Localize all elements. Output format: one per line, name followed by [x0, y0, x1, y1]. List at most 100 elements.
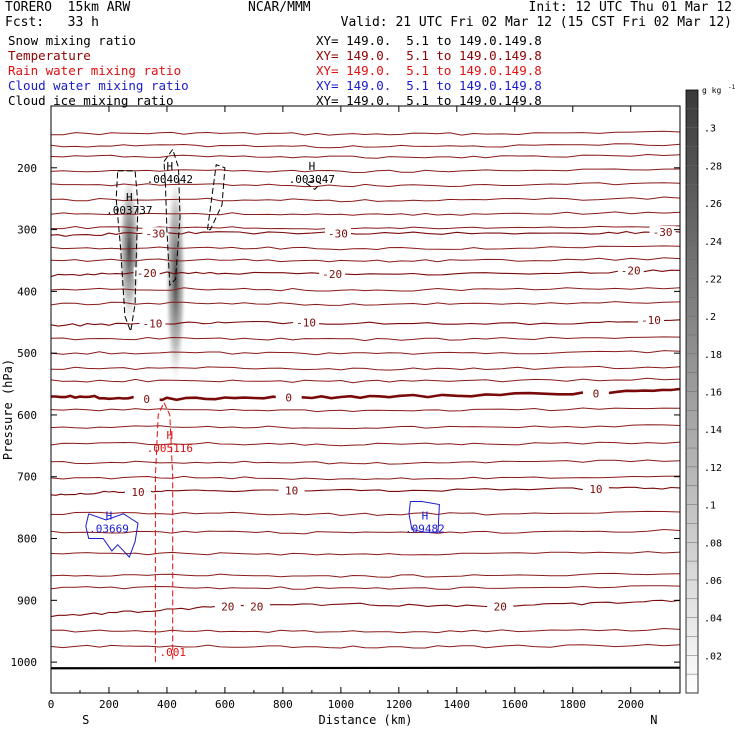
legend-rain-xy: XY= 149.0. 5.1 to 149.0.149.8	[316, 63, 542, 78]
contour-label-bg	[649, 226, 676, 239]
model-title: TORERO 15km ARW	[5, 0, 131, 15]
temperature-isotherm	[51, 365, 680, 371]
temperature-contour-label: -20	[322, 268, 342, 281]
legend-snow-xy: XY= 149.0. 5.1 to 149.0.149.8	[316, 33, 542, 48]
contour-label-bg	[487, 600, 514, 613]
temperature-isotherm	[51, 510, 680, 517]
temperature-contour-label: 20	[221, 600, 234, 613]
x-tick-label: 2000	[617, 698, 644, 711]
colorbar-tick-label: .26	[704, 199, 722, 210]
colorbar-tick-label: .3	[704, 124, 716, 135]
contour-label-bg	[139, 317, 166, 330]
cloud-water-max-label: .09482	[405, 522, 445, 535]
temperature-isotherm	[51, 441, 680, 447]
snow-max-label: .003047	[289, 173, 335, 186]
colorbar-tick-label: .06	[704, 576, 722, 587]
temperature-isotherm	[51, 551, 680, 556]
temperature-contour-label: 10	[131, 486, 144, 499]
temperature-isotherm	[51, 211, 680, 216]
extremum-marker: H	[422, 509, 429, 522]
contour-label-bg	[638, 313, 665, 326]
temperature-isotherm	[51, 643, 680, 649]
x-axis-title: Distance (km)	[319, 713, 413, 727]
colorbar-tick-label: .08	[704, 538, 722, 549]
temperature-isotherm	[51, 377, 680, 384]
y-tick-label: 600	[17, 409, 37, 422]
legend-temperature: Temperature	[8, 48, 91, 63]
temperature-contour-label: -20	[137, 267, 157, 280]
temperature-contour-label: -10	[641, 314, 661, 327]
cloud-water-max-label: .03669	[89, 522, 129, 535]
x-tick-label: 800	[273, 698, 293, 711]
y-tick-label: 800	[17, 533, 37, 546]
x-tick-label: 1000	[328, 698, 355, 711]
contour-label-bg	[582, 387, 609, 400]
temperature-contour-label: 0	[593, 387, 600, 400]
colorbar-unit: g kg	[702, 86, 721, 95]
snow-contour	[305, 179, 322, 191]
y-tick-label: 500	[17, 347, 37, 360]
contour-label-bg	[133, 392, 160, 405]
colorbar-tick-label: .12	[704, 463, 722, 474]
x-tick-label: 1200	[386, 698, 413, 711]
rain-contour	[154, 401, 174, 663]
y-tick-label: 300	[17, 224, 37, 237]
temperature-isotherm	[51, 245, 680, 251]
temperature-contour-label: 10	[285, 484, 298, 497]
contour-label-bg	[617, 264, 644, 277]
x-tick-label: 400	[157, 698, 177, 711]
x-tick-label: 1600	[502, 698, 529, 711]
organization-label: NCAR/MMM	[248, 0, 311, 15]
temperature-isotherm	[51, 424, 680, 430]
plot-frame	[50, 105, 681, 694]
cloud-water-contour	[85, 513, 139, 559]
x-tick-label: 200	[99, 698, 119, 711]
temperature-contour	[51, 269, 680, 278]
colorbar: .02 .04 .06 .08 .1 .12 .14 .16 .18 .2 .22 .24 .26 .28…	[685, 84, 736, 694]
extremum-marker: H	[167, 429, 174, 442]
temperature-isotherm	[51, 475, 680, 481]
contour-label-bg	[582, 483, 609, 496]
temperature-isotherm	[51, 196, 680, 203]
valid-time: Valid: 21 UTC Fri 02 Mar 12 (15 CST Fri …	[340, 15, 732, 30]
colorbar-tick-label: .14	[704, 425, 722, 436]
south-label: S	[82, 713, 89, 727]
temperature-contour-label: -30	[653, 226, 673, 239]
temperature-contour-label: 20	[250, 600, 263, 613]
legend-cloud-water-xy: XY= 149.0. 5.1 to 149.0.149.8	[316, 78, 542, 93]
contour-label-bg	[243, 600, 270, 613]
temperature-contour-label: 20	[494, 600, 507, 613]
temperature-contour-label: -20	[621, 264, 641, 277]
contour-label-bg	[142, 227, 169, 240]
temperature-contour-label: -30	[145, 227, 165, 240]
temperature-contour-label: 10	[589, 483, 602, 496]
rain-max-label: .001	[159, 646, 186, 659]
temperature-isotherm	[51, 459, 680, 465]
y-tick-label: 200	[17, 162, 37, 175]
y-tick-label: 400	[17, 285, 37, 298]
temperature-contour	[51, 599, 680, 618]
legend-temperature-xy: XY= 149.0. 5.1 to 149.0.149.8	[316, 48, 542, 63]
colorbar-tick-label: .04	[704, 614, 722, 625]
legend-snow: Snow mixing ratio	[8, 33, 136, 48]
y-tick-label: 900	[17, 594, 37, 607]
temperature-isotherm	[51, 528, 680, 535]
temperature-isotherm	[51, 572, 680, 578]
plot-area: -30 -30 -30 -20 -20 -20 -10 -10 -10 0 0 0 10 10 10 20 20…	[51, 130, 680, 670]
y-axis-title: Pressure (hPa)	[1, 359, 15, 460]
colorbar-unit-exponent: -1	[728, 84, 736, 91]
temperature-contour-label: -10	[296, 316, 316, 329]
x-tick-label: 600	[215, 698, 235, 711]
legend-cloud-ice-xy: XY= 149.0. 5.1 to 149.0.149.8	[316, 93, 542, 108]
temperature-isotherm	[51, 627, 680, 634]
x-tick-label: 1400	[444, 698, 471, 711]
extremum-marker: H	[126, 191, 133, 204]
contour-label-bg	[278, 484, 305, 497]
contour-label-bg	[324, 227, 351, 240]
legend-cloud-water: Cloud water mixing ratio	[8, 78, 189, 93]
legend-cloud-ice: Cloud ice mixing ratio	[8, 93, 174, 108]
rain-max-label: .005116	[147, 442, 193, 455]
contour-label-bg	[133, 266, 160, 279]
temperature-isotherm	[51, 168, 680, 174]
